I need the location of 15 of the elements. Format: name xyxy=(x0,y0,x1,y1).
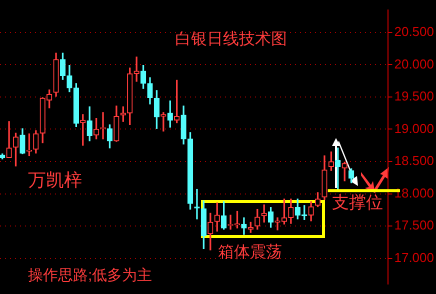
candlestick xyxy=(241,217,247,235)
annotation: 箱体震荡 xyxy=(218,243,282,261)
annotation: 万凯梓 xyxy=(28,170,82,190)
y-tick-label: 20.500 xyxy=(394,24,434,39)
y-tick-label: 18.000 xyxy=(394,185,434,200)
y-tick-label: 18.500 xyxy=(394,153,434,168)
candlestick xyxy=(194,188,200,220)
y-tick-label: 20.000 xyxy=(394,56,434,72)
y-tick-label: 19.000 xyxy=(394,120,434,136)
y-tick-label: 17.500 xyxy=(394,218,434,233)
y-tick-label: 19.500 xyxy=(394,88,434,104)
text: 白银日线技术图 xyxy=(175,30,287,48)
y-tick-label: 17.000 xyxy=(394,250,434,265)
ref-line-label: 支撑位 xyxy=(332,192,384,212)
annotation: 操作思路;低多为主 xyxy=(28,267,152,284)
